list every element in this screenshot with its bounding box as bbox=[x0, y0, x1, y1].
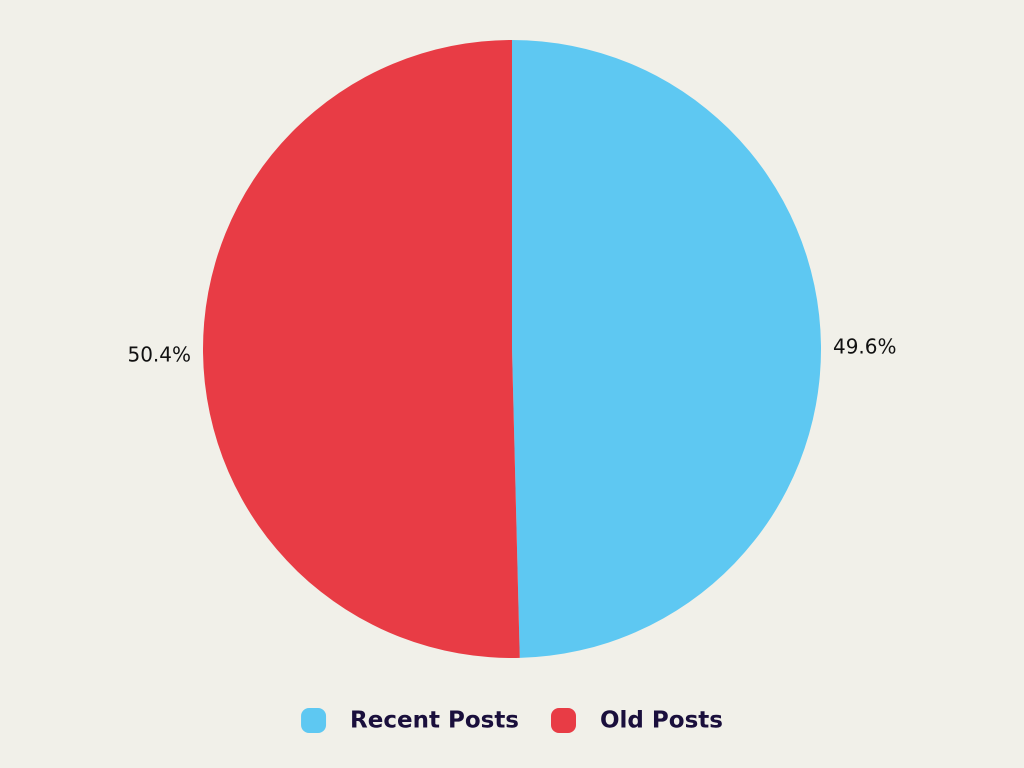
value-label: 49.6% bbox=[833, 334, 897, 358]
pie-slice bbox=[512, 40, 822, 658]
legend-label: Old Posts bbox=[600, 708, 723, 734]
legend-swatch bbox=[301, 708, 327, 733]
value-label: 50.4% bbox=[127, 343, 191, 367]
pie-slice bbox=[203, 40, 520, 658]
legend: Recent Posts Old Posts bbox=[301, 708, 723, 734]
legend-label: Recent Posts bbox=[350, 708, 519, 734]
legend-swatch bbox=[551, 708, 576, 733]
